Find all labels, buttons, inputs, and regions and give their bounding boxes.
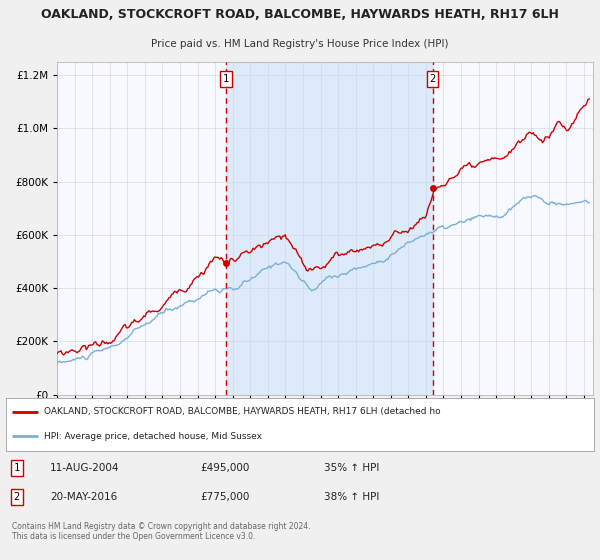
Text: £775,000: £775,000 bbox=[200, 492, 250, 502]
Text: 1: 1 bbox=[223, 74, 229, 84]
Text: 2: 2 bbox=[13, 492, 20, 502]
Text: OAKLAND, STOCKCROFT ROAD, BALCOMBE, HAYWARDS HEATH, RH17 6LH (detached ho: OAKLAND, STOCKCROFT ROAD, BALCOMBE, HAYW… bbox=[44, 408, 441, 417]
Text: £495,000: £495,000 bbox=[200, 464, 250, 473]
Text: Price paid vs. HM Land Registry's House Price Index (HPI): Price paid vs. HM Land Registry's House … bbox=[151, 39, 449, 49]
Text: 20-MAY-2016: 20-MAY-2016 bbox=[50, 492, 118, 502]
Text: 35% ↑ HPI: 35% ↑ HPI bbox=[323, 464, 379, 473]
Text: 38% ↑ HPI: 38% ↑ HPI bbox=[323, 492, 379, 502]
Text: 11-AUG-2004: 11-AUG-2004 bbox=[50, 464, 119, 473]
Text: HPI: Average price, detached house, Mid Sussex: HPI: Average price, detached house, Mid … bbox=[44, 432, 262, 441]
Text: 2: 2 bbox=[430, 74, 436, 84]
Text: 1: 1 bbox=[13, 464, 20, 473]
Text: Contains HM Land Registry data © Crown copyright and database right 2024.
This d: Contains HM Land Registry data © Crown c… bbox=[12, 522, 311, 542]
Text: OAKLAND, STOCKCROFT ROAD, BALCOMBE, HAYWARDS HEATH, RH17 6LH: OAKLAND, STOCKCROFT ROAD, BALCOMBE, HAYW… bbox=[41, 8, 559, 21]
Bar bbox=[226, 62, 433, 395]
